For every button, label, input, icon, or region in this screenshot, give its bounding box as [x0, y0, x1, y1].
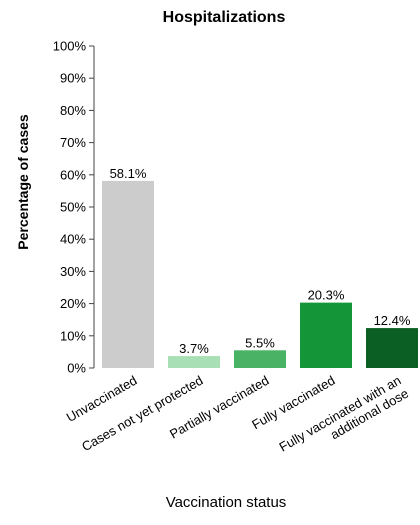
y-tick-label: 30%	[60, 264, 86, 279]
y-tick-label: 0%	[67, 361, 86, 376]
x-axis-title: Vaccination status	[166, 494, 287, 511]
y-tick-label: 50%	[60, 200, 86, 215]
bar-value-label: 12.4%	[374, 313, 411, 328]
bars	[102, 180, 418, 368]
y-tick-label: 100%	[53, 39, 87, 54]
y-tick-label: 80%	[60, 103, 86, 118]
y-tick-label: 90%	[60, 71, 86, 86]
y-axis-ticks: 0% 10% 20% 30% 40% 50% 60% 70% 80% 90% 100%	[53, 39, 94, 376]
bar-value-label: 5.5%	[245, 335, 275, 350]
y-tick-label: 60%	[60, 167, 86, 182]
bar	[234, 350, 286, 368]
y-tick-label: 40%	[60, 232, 86, 247]
bar	[300, 302, 352, 368]
bar-value-label: 3.7%	[179, 341, 209, 356]
bar-value-label: 58.1%	[110, 166, 147, 181]
bar	[168, 356, 220, 368]
y-axis-title: Percentage of cases	[15, 114, 31, 250]
y-tick-label: 70%	[60, 135, 86, 150]
chart-title: Hospitalizations	[163, 9, 286, 26]
category-label: Cases not yet protected	[79, 373, 205, 455]
bar	[366, 328, 418, 368]
bar-value-label: 20.3%	[308, 288, 345, 303]
y-tick-label: 10%	[60, 328, 86, 343]
category-label-line: Cases not yet protected	[79, 373, 205, 455]
bar	[102, 180, 154, 368]
data-labels: 58.1% 3.7% 5.5% 20.3% 12.4%	[110, 166, 411, 356]
y-tick-label: 20%	[60, 296, 86, 311]
category-label: Fully vaccinated with anadditional dose	[276, 373, 411, 468]
